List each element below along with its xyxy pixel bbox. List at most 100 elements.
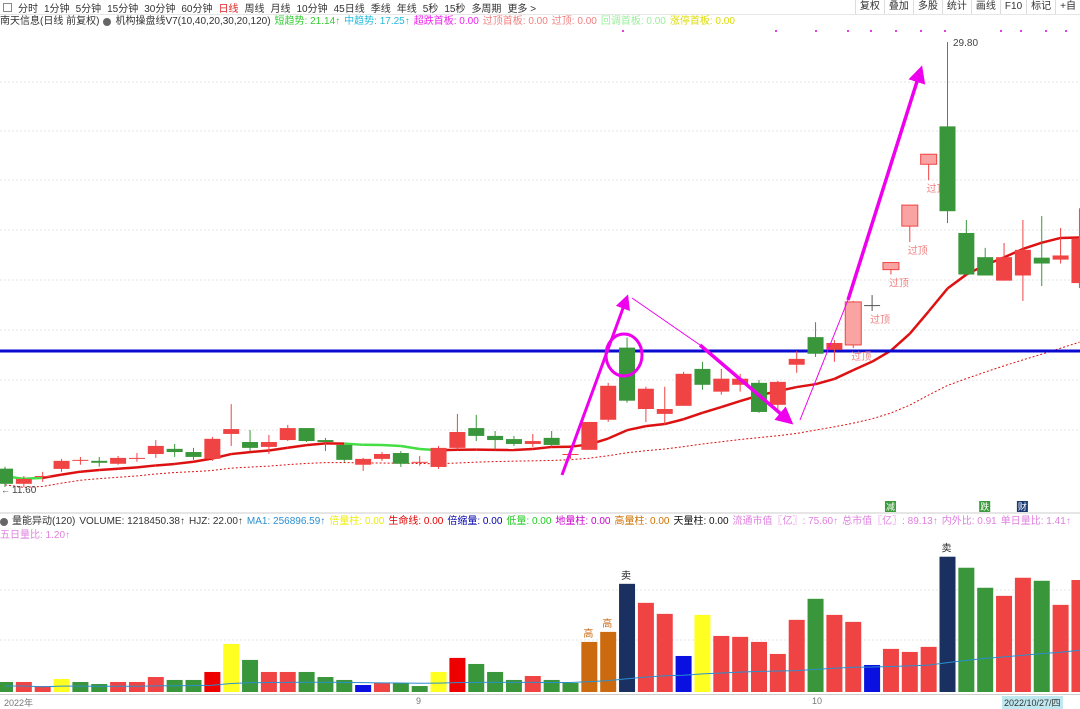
- volume-bar: [977, 588, 993, 692]
- candlestick: [544, 431, 560, 447]
- volume-indicator-legend: 量能异动(120)VOLUME: 1218450.38↑HJZ: 22.00↑M…: [0, 515, 1080, 543]
- toolbar-button[interactable]: 统计: [942, 0, 971, 14]
- volume-bar: [449, 658, 465, 692]
- legend-value: HJZ: 22.00↑: [189, 515, 243, 529]
- over-top-label: 过顶: [889, 277, 909, 290]
- candlestick: [940, 42, 956, 223]
- candlestick: [657, 387, 673, 424]
- indicator-name[interactable]: 机构操盘线V7(10,40,20,30,20,120): [115, 15, 270, 29]
- candlestick: [242, 430, 258, 451]
- period-tab[interactable]: 日线: [219, 0, 239, 15]
- period-tab[interactable]: 15分钟: [107, 0, 138, 15]
- volume-signal-label: 高: [583, 627, 593, 640]
- legend-value: 超跌首板: 0.00: [414, 15, 479, 29]
- toolbar-button[interactable]: F10: [1000, 0, 1026, 14]
- volume-bar: [54, 679, 70, 692]
- volume-bar: [544, 680, 560, 692]
- candlestick: [449, 414, 465, 449]
- candlestick: [996, 243, 1012, 281]
- period-tab[interactable]: 15秒: [444, 0, 465, 15]
- period-toolbar: 分时 1分钟 5分钟 15分钟 30分钟 60分钟日线周线月线 10分钟 45日线季线年线 5秒…: [0, 0, 840, 14]
- low-price-label: 11.60: [12, 485, 37, 496]
- volume-bar: [393, 683, 409, 692]
- short-trend-line: [684, 413, 703, 419]
- legend-value: 过顶首板: 0.00: [483, 15, 548, 29]
- legend-value: 高量柱: 0.00: [614, 515, 669, 529]
- period-tab[interactable]: 30分钟: [144, 0, 175, 15]
- trend-line-drawing[interactable]: [632, 298, 700, 345]
- candlestick: [808, 322, 824, 357]
- volume-bar: [1053, 605, 1069, 692]
- candlestick: [280, 425, 296, 441]
- candlestick: [35, 472, 51, 482]
- candlestick: [883, 263, 899, 275]
- period-tab[interactable]: 分时: [18, 0, 38, 15]
- candlestick: [1034, 216, 1050, 286]
- period-tab[interactable]: 季线: [371, 0, 391, 15]
- volume-bar: [110, 682, 126, 692]
- short-trend-line: [929, 289, 948, 312]
- candlestick: [977, 248, 993, 276]
- over-top-label: 过顶: [908, 244, 928, 257]
- toolbar-button[interactable]: 复权: [855, 0, 884, 14]
- trend-line-drawing[interactable]: [800, 300, 848, 420]
- period-tab[interactable]: 5秒: [423, 0, 439, 15]
- toolbar-button[interactable]: 画线: [971, 0, 1000, 14]
- period-tab[interactable]: 周线: [245, 0, 265, 15]
- period-tab[interactable]: 年线: [397, 0, 417, 15]
- candlestick: [412, 456, 428, 466]
- toolbar-button[interactable]: +自: [1055, 0, 1080, 14]
- period-tab[interactable]: 月线: [271, 0, 291, 15]
- signal-dot: [815, 30, 817, 32]
- candlestick: [845, 301, 861, 348]
- period-tab[interactable]: 60分钟: [181, 0, 212, 15]
- candlestick: [186, 448, 202, 460]
- volume-bar: [751, 642, 767, 692]
- volume-bar: [431, 672, 447, 692]
- short-trend-line: [24, 478, 43, 479]
- period-tab[interactable]: 1分钟: [44, 0, 70, 15]
- volume-bar: [16, 682, 32, 692]
- kline-chart[interactable]: 过顶过顶过顶过顶过顶←11.6029.80减跌财高高卖卖: [0, 0, 1080, 694]
- toolbar-button[interactable]: 叠加: [884, 0, 913, 14]
- volume-bar: [958, 568, 974, 692]
- period-tab[interactable]: 多周期: [471, 0, 501, 15]
- candlestick: [1015, 220, 1031, 301]
- short-trend-line: [834, 370, 853, 379]
- short-trend-line: [1042, 238, 1061, 243]
- short-trend-line: [382, 445, 401, 446]
- volume-bar: [242, 660, 258, 692]
- volume-bar: [619, 584, 635, 692]
- volume-bar: [770, 654, 786, 692]
- indicator-settings-icon[interactable]: [103, 18, 111, 26]
- volume-bar: [732, 637, 748, 692]
- legend-value: 流通市值〖亿〗: 75.60↑: [733, 515, 839, 529]
- short-trend-line: [250, 451, 269, 453]
- short-trend-line: [194, 459, 213, 462]
- indicator-settings-icon[interactable]: [0, 518, 8, 526]
- period-tab[interactable]: 更多 >: [507, 0, 536, 15]
- volume-bar: [204, 672, 220, 692]
- period-tab[interactable]: 45日线: [334, 0, 365, 15]
- candlestick: [713, 369, 729, 395]
- over-top-label: 过顶: [870, 313, 890, 326]
- candlestick: [921, 154, 937, 180]
- legend-value: 总市值〖亿〗: 89.13↑: [842, 515, 938, 529]
- short-trend-line: [118, 467, 137, 468]
- toolbar-button[interactable]: 标记: [1026, 0, 1055, 14]
- candlestick: [1071, 208, 1080, 288]
- volume-bar: [506, 680, 522, 692]
- period-tab[interactable]: 5分钟: [76, 0, 102, 15]
- toolbar-button[interactable]: 多股: [913, 0, 942, 14]
- volume-bar: [0, 682, 13, 692]
- panel-toggle-icon[interactable]: [3, 3, 12, 12]
- volume-bar: [864, 665, 880, 692]
- short-trend-line: [99, 469, 118, 470]
- volume-bar: [563, 683, 579, 692]
- short-trend-line: [608, 430, 627, 438]
- short-trend-line: [80, 470, 99, 472]
- legend-value: 倍缩量: 0.00: [447, 515, 502, 529]
- signal-dot: [1000, 30, 1002, 32]
- volume-bar: [412, 686, 428, 692]
- period-tab[interactable]: 10分钟: [297, 0, 328, 15]
